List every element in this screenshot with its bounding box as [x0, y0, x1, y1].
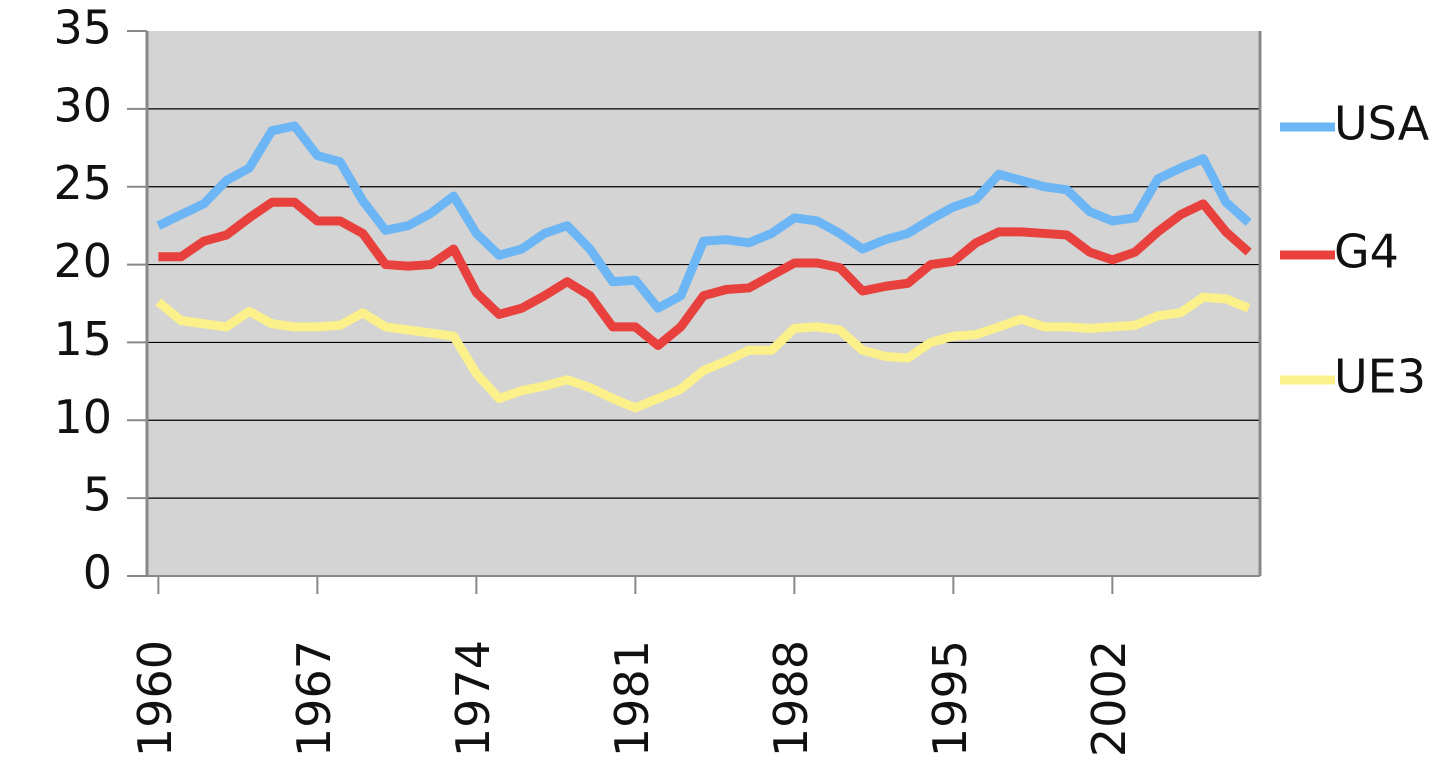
x-tick-label: 1960	[128, 640, 182, 757]
y-tick-label: 5	[83, 468, 112, 522]
y-tick-label: 15	[53, 312, 112, 366]
y-tick-label: 10	[53, 390, 112, 444]
series-line	[158, 197, 1252, 351]
y-tick-label: 30	[53, 78, 112, 132]
legend-label: G4	[1334, 225, 1399, 279]
legend-label: USA	[1334, 97, 1430, 151]
y-tick-label: 25	[53, 156, 112, 210]
series-line	[155, 292, 1251, 413]
x-tick-label: 1974	[446, 640, 500, 757]
plot-area	[147, 31, 1260, 576]
y-tick-label: 35	[53, 1, 112, 55]
x-tick-label: 1988	[764, 640, 818, 757]
series-line	[156, 121, 1252, 313]
x-tick-label: 2002	[1082, 640, 1136, 757]
x-tick-label: 1981	[605, 640, 659, 757]
y-tick-label: 20	[53, 234, 112, 288]
x-tick-label: 1995	[923, 640, 977, 757]
y-tick-label: 0	[83, 546, 112, 600]
x-tick-label: 1967	[287, 640, 341, 757]
legend-label: UE3	[1334, 350, 1426, 404]
